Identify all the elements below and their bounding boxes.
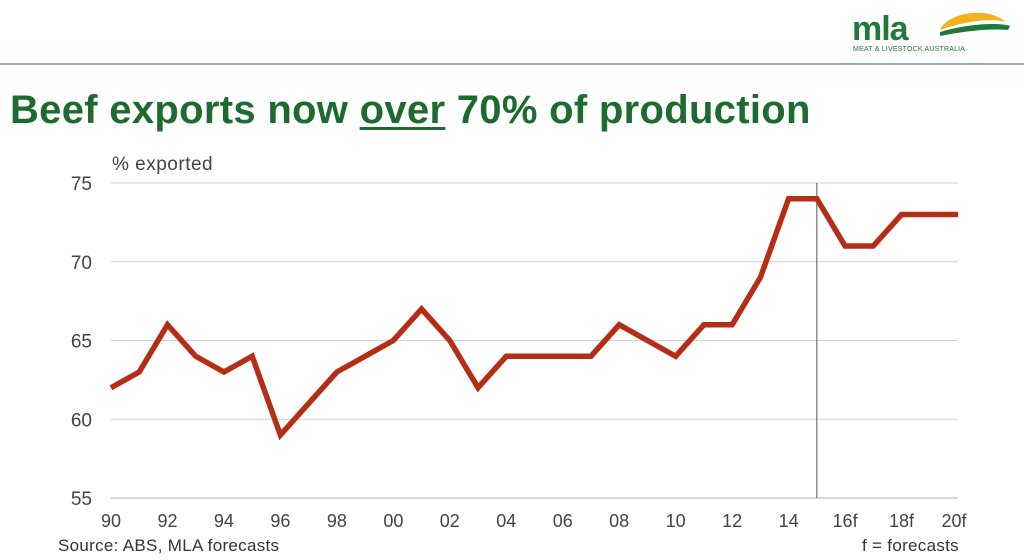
x-tick-label: 08 — [609, 511, 629, 531]
mla-logo: mla MEAT & LIVESTOCK AUSTRALIA — [848, 4, 1016, 60]
logo-wordmark: mla — [852, 10, 909, 48]
x-tick-label: 12 — [722, 511, 742, 531]
header-divider — [0, 63, 1024, 65]
x-tick-label: 04 — [496, 511, 516, 531]
source-note: Source: ABS, MLA forecasts — [58, 536, 280, 555]
gridlines — [111, 182, 958, 499]
series-line — [109, 196, 958, 441]
y-tick-label: 70 — [71, 253, 92, 274]
logo-subtitle: MEAT & LIVESTOCK AUSTRALIA — [853, 46, 966, 53]
x-tick-label: 98 — [327, 511, 347, 531]
x-tick-label: 02 — [440, 511, 460, 531]
title-emphasis: over — [359, 88, 446, 132]
title-part-2: 70% of production — [445, 88, 811, 132]
forecast-note: f = forecasts — [862, 536, 959, 555]
x-tick-label: 14 — [779, 511, 799, 531]
x-tick-label: 90 — [101, 511, 121, 531]
y-tick-label: 75 — [71, 174, 92, 195]
y-tick-labels: 55 60 65 70 75 — [71, 174, 92, 510]
x-tick-label: 20f — [941, 511, 967, 531]
x-tick-labels: 90 92 94 96 98 00 02 04 06 08 10 12 14 16f 18f 20f — [101, 511, 968, 531]
title-part-1: Beef exports now — [10, 88, 360, 132]
x-tick-label: 92 — [157, 511, 177, 531]
x-tick-label: 00 — [383, 511, 403, 531]
page-title: Beef exports now over 70% of production — [10, 88, 811, 133]
y-tick-label: 65 — [71, 332, 92, 353]
x-tick-label: 94 — [214, 511, 234, 531]
series-layer — [109, 196, 959, 441]
x-tick-label: 06 — [553, 511, 573, 531]
x-tick-label: 18f — [889, 511, 915, 531]
x-tick-label: 96 — [270, 511, 290, 531]
x-tick-label: 10 — [666, 511, 686, 531]
y-axis-label: % exported — [112, 154, 214, 175]
y-tick-label: 55 — [71, 489, 92, 510]
x-tick-label: 16f — [833, 511, 859, 531]
sun-over-field-logo-icon — [940, 12, 1010, 36]
y-tick-label: 60 — [71, 410, 92, 431]
